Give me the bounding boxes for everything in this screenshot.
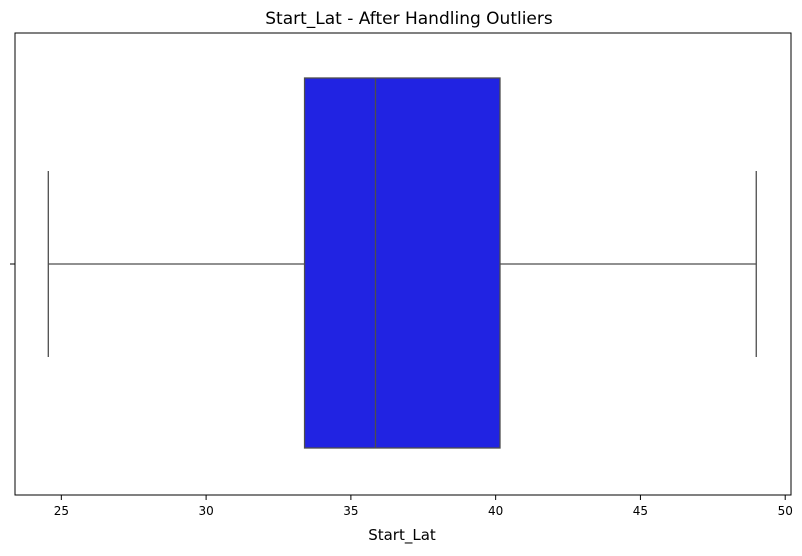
x-tick-label-40: 40 <box>488 504 503 518</box>
x-axis: 25 30 35 40 45 50 <box>54 495 793 518</box>
x-axis-label: Start_Lat <box>368 526 436 545</box>
x-tick-label-35: 35 <box>343 504 358 518</box>
x-tick-label-45: 45 <box>633 504 648 518</box>
x-tick-label-50: 50 <box>778 504 793 518</box>
x-tick-label-25: 25 <box>54 504 69 518</box>
x-tick-label-30: 30 <box>198 504 213 518</box>
plot-area <box>47 77 757 449</box>
iqr-box <box>303 77 501 449</box>
chart-title: Start_Lat - After Handling Outliers <box>265 9 553 29</box>
